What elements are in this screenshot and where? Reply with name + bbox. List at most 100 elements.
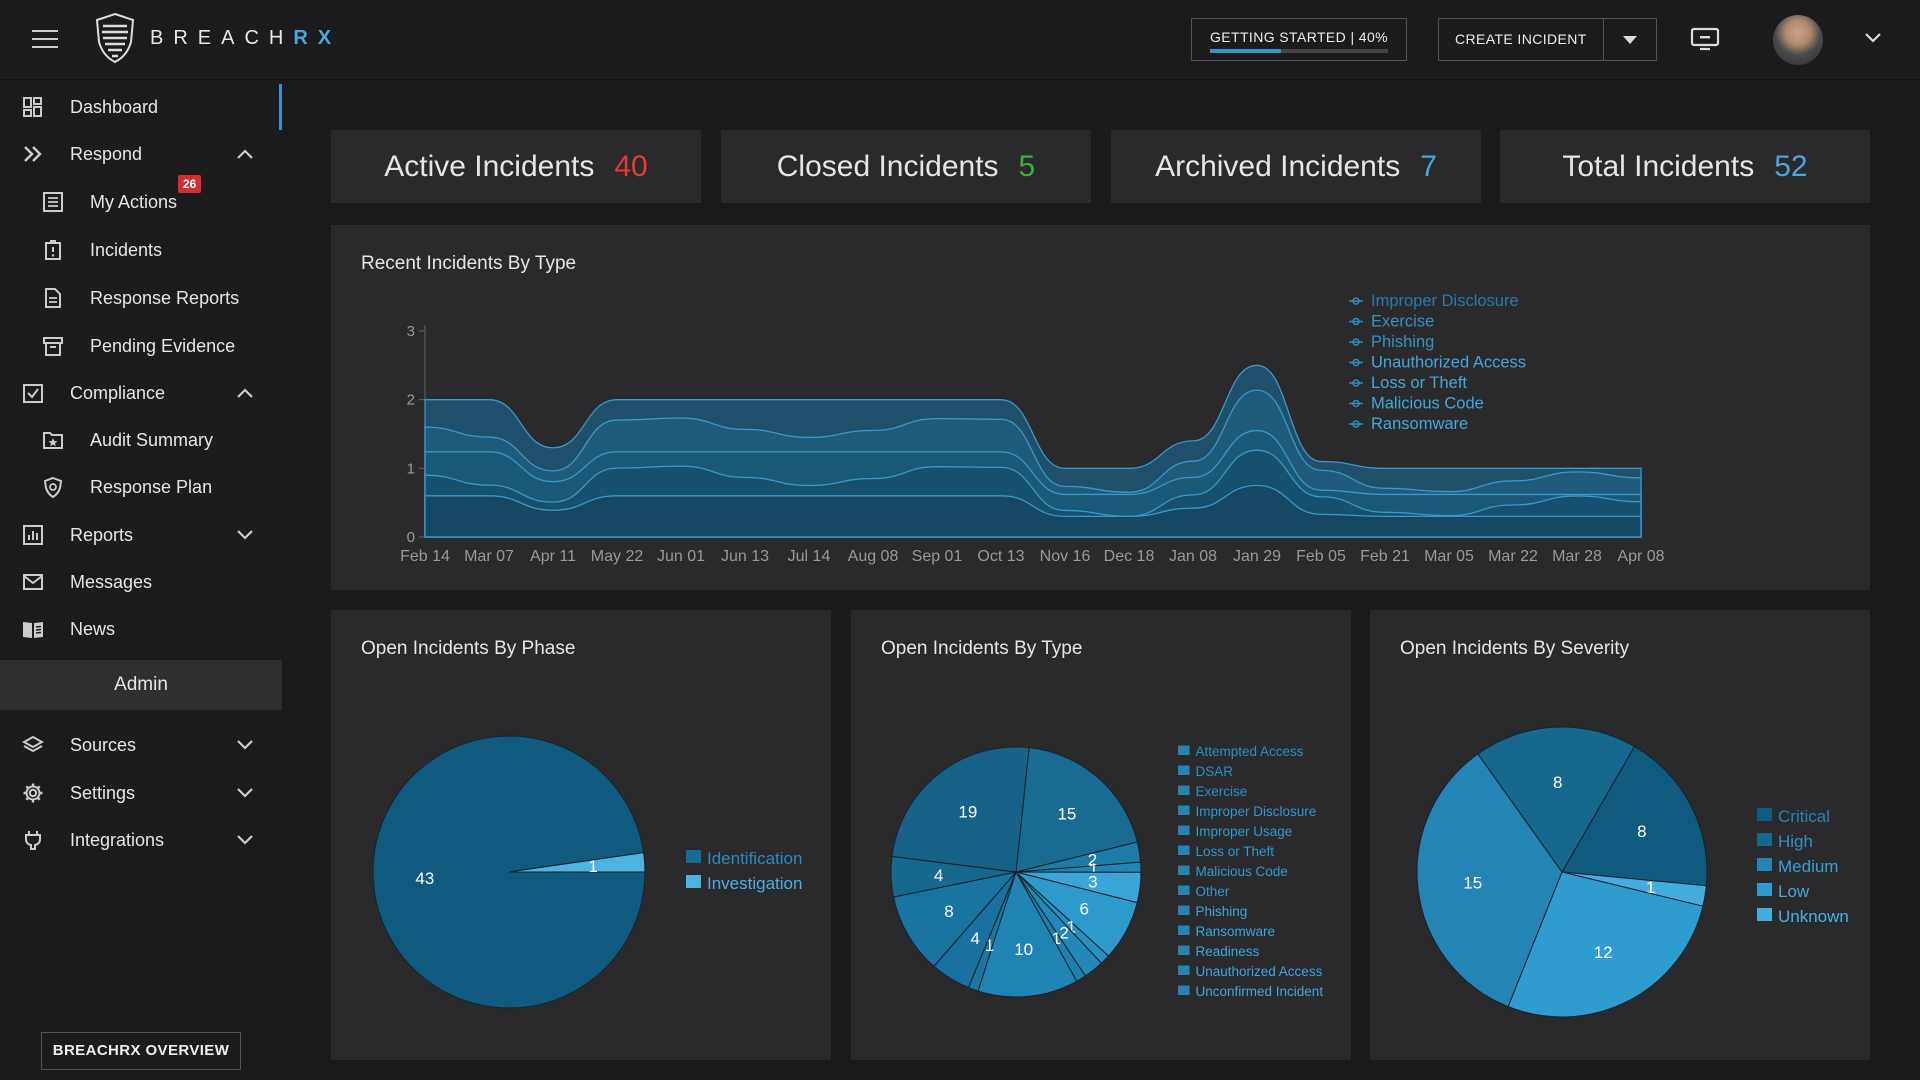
panel-title: Recent Incidents By Type [361, 253, 577, 274]
legend-swatch [1178, 845, 1190, 855]
sidebar-item-integrations[interactable]: Integrations [0, 817, 282, 863]
pie-slice [1477, 726, 1636, 873]
archive-box-icon [40, 333, 66, 359]
legend-swatch [1178, 765, 1190, 775]
legend-entry: Exercise [1196, 784, 1248, 799]
x-tick-label: Oct 13 [977, 548, 1024, 565]
pie-slice [1561, 745, 1708, 887]
sidebar-item-response-plan[interactable]: Response Plan [0, 464, 282, 510]
y-tick-label: 3 [407, 323, 415, 340]
getting-started-progress-fill [1210, 49, 1282, 53]
sidebar-item-news[interactable]: News [0, 606, 282, 652]
sidebar-item-respond[interactable]: Respond [0, 131, 282, 177]
chevron-down-icon[interactable] [236, 529, 254, 541]
x-tick-label: Mar 28 [1552, 548, 1602, 565]
legend-marker [1352, 379, 1360, 387]
legend-entry: Identification [707, 849, 802, 868]
sidebar-item-audit-summary[interactable]: Audit Summary [0, 417, 282, 463]
sidebar-item-my-actions[interactable]: My Actions [0, 179, 282, 225]
pie-slice-label: 6 [1080, 900, 1089, 919]
legend-entry: Ransomware [1371, 415, 1468, 433]
sidebar-item-label: Compliance [70, 382, 166, 403]
sidebar: Dashboard Respond My Actions 26 Incident… [0, 80, 282, 1080]
archived-incidents-card[interactable]: Archived Incidents 7 [1111, 130, 1481, 203]
stat-value: 5 [1018, 149, 1036, 183]
sidebar-item-messages[interactable]: Messages [0, 559, 282, 605]
pie-slice-label: 15 [1057, 805, 1076, 824]
legend-swatch [1178, 985, 1190, 995]
chevron-up-icon[interactable] [236, 387, 254, 399]
pie-slice-label: 2 [1059, 924, 1068, 943]
legend-entry: DSAR [1196, 764, 1234, 779]
sidebar-item-dashboard[interactable]: Dashboard [0, 84, 282, 130]
monitor-icon[interactable] [1690, 27, 1720, 51]
sidebar-admin-header[interactable]: Admin [0, 660, 282, 710]
legend-marker [1352, 338, 1360, 346]
menu-icon[interactable] [32, 30, 58, 50]
pie-slice [891, 746, 1030, 873]
panel-title: Open Incidents By Type [881, 638, 1083, 659]
severity-panel: Open Incidents By Severity 8 1 12 15 8 Critic… [1370, 610, 1870, 1060]
legend-swatch [1178, 785, 1190, 795]
sidebar-item-compliance[interactable]: Compliance [0, 370, 282, 416]
checklist-icon [20, 380, 46, 406]
envelope-icon [20, 569, 46, 595]
legend-entry: Investigation [707, 874, 802, 893]
active-incidents-card[interactable]: Active Incidents 40 [331, 130, 701, 203]
pie-slice [508, 852, 646, 873]
pie-slice-label: 10 [1014, 940, 1033, 959]
logo[interactable]: BREACHRX [94, 12, 341, 64]
severity-pie-chart: 8 1 12 15 8 Critical High Medium Low Unknown [1416, 726, 1849, 1018]
create-incident-button[interactable]: CREATE INCIDENT [1439, 19, 1604, 60]
legend-entry: Ransomware [1196, 924, 1276, 939]
legend-entry: Exercise [1371, 313, 1434, 331]
caret-down-icon [1622, 35, 1637, 44]
getting-started-button[interactable]: GETTING STARTED | 40% [1191, 18, 1407, 61]
legend-entry: Malicious Code [1196, 864, 1288, 879]
area-band [424, 484, 1642, 538]
x-tick-label: Apr 08 [1617, 548, 1664, 565]
legend-marker [1352, 297, 1360, 305]
sidebar-item-response-reports[interactable]: Response Reports [0, 275, 282, 321]
create-incident-dropdown[interactable] [1604, 19, 1656, 60]
chevron-down-icon[interactable] [236, 787, 254, 799]
sidebar-item-pending-evidence[interactable]: Pending Evidence [0, 323, 282, 369]
recent-incidents-chart: 0 1 2 3 Feb 14 Mar 07 Apr 11 May 22 Jun 01 Jun 13… [400, 292, 1665, 565]
chevron-down-icon[interactable] [1864, 32, 1882, 44]
legend-entry: Unknown [1778, 907, 1849, 926]
news-book-icon [20, 616, 46, 642]
create-incident-group: CREATE INCIDENT [1438, 18, 1657, 61]
stat-label: Archived Incidents [1155, 149, 1401, 183]
sidebar-item-label: Respond [70, 143, 143, 164]
stat-value: 52 [1774, 149, 1808, 183]
legend-entry: Loss or Theft [1371, 374, 1467, 392]
chevron-down-icon[interactable] [236, 834, 254, 846]
logo-text-breach: BREACH [150, 26, 294, 49]
chevron-up-icon[interactable] [236, 148, 254, 160]
sidebar-item-reports[interactable]: Reports [0, 512, 282, 558]
pie-slice-label: 3 [1088, 873, 1097, 892]
bar-chart-icon [20, 522, 46, 548]
sidebar-item-label: Sources [70, 734, 137, 755]
breachrx-overview-button[interactable]: BREACHRX OVERVIEW [41, 1032, 241, 1070]
chevron-down-icon[interactable] [236, 739, 254, 751]
user-avatar[interactable] [1773, 15, 1823, 65]
pie-slice [1507, 871, 1704, 1018]
y-tick-label: 1 [407, 460, 415, 477]
total-incidents-card[interactable]: Total Incidents 52 [1500, 130, 1870, 203]
stat-value: 40 [614, 149, 648, 183]
closed-incidents-card[interactable]: Closed Incidents 5 [721, 130, 1091, 203]
sidebar-item-sources[interactable]: Sources [0, 722, 282, 768]
sidebar-item-incidents[interactable]: Incidents [0, 227, 282, 273]
sidebar-item-label: News [70, 618, 116, 639]
sidebar-item-settings[interactable]: Settings [0, 770, 282, 816]
sidebar-item-label: Messages [70, 571, 153, 592]
panel-title: Open Incidents By Severity [1400, 638, 1630, 659]
x-tick-label: Jul 14 [788, 548, 831, 565]
shield-icon [40, 474, 66, 500]
shield-logo-icon [95, 12, 135, 64]
legend-entry: Other [1196, 884, 1230, 899]
x-tick-label: Jun 01 [657, 548, 705, 565]
document-icon [40, 285, 66, 311]
logo-text-rx: RX [293, 26, 342, 49]
